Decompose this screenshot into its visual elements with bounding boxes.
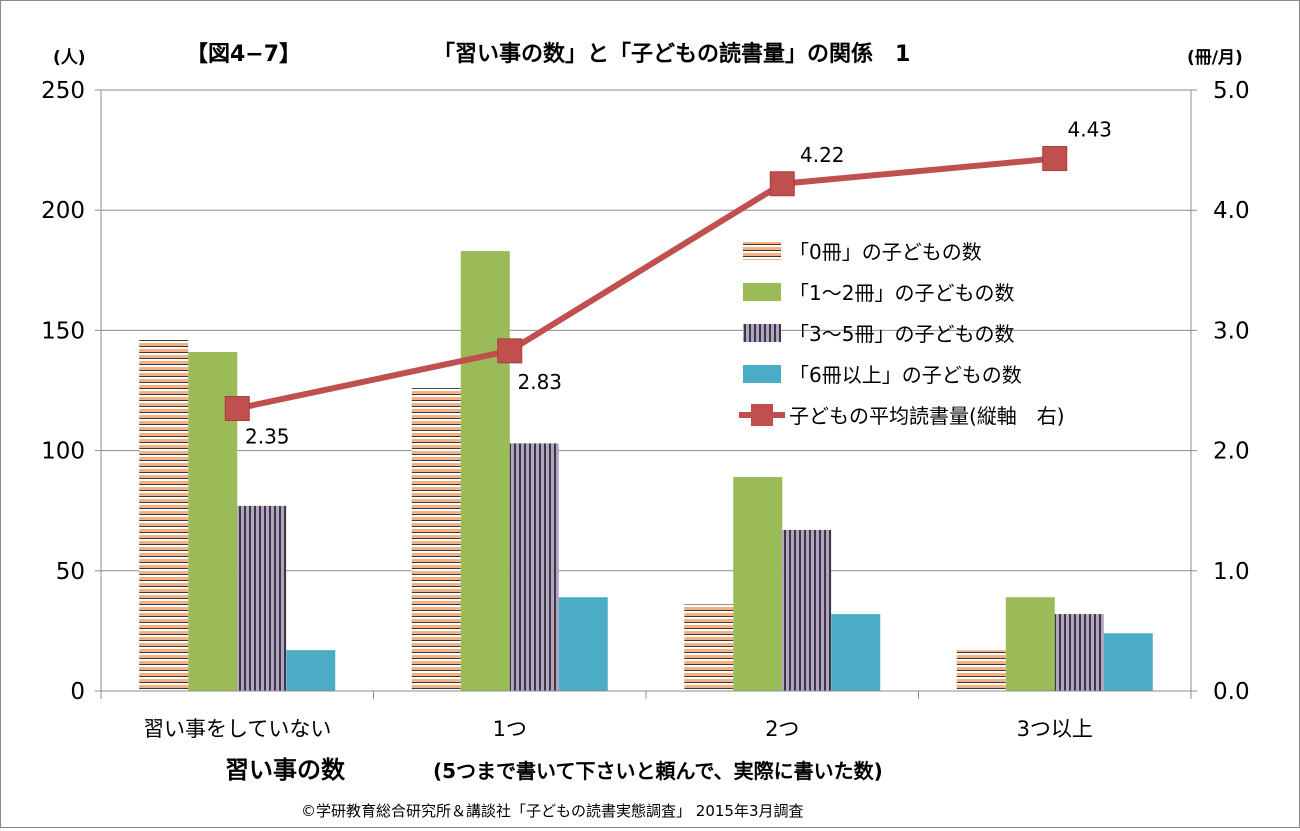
series-line — [236, 155, 1056, 412]
line-point — [769, 171, 795, 197]
line-point — [497, 338, 523, 364]
legend-swatch — [743, 365, 781, 383]
bar — [411, 388, 461, 691]
y-left-tick-label: 150 — [41, 318, 85, 344]
legend-swatch — [743, 324, 781, 342]
bar — [1005, 597, 1055, 691]
y-left-unit: (人) — [53, 48, 86, 68]
y-right-tick-label: 4.0 — [1213, 198, 1250, 224]
legend-swatch — [743, 242, 781, 260]
line-point — [1042, 146, 1068, 172]
figure-label: 【図4−7】 — [186, 42, 301, 67]
chart-title: 「習い事の数」と「子どもの読書量」の関係 1 — [433, 41, 910, 67]
x-axis-note: (5つまで書いて下さいと頼んで、実際に書いた数) — [433, 759, 883, 783]
legend-swatch — [743, 283, 781, 301]
legend-marker — [751, 404, 773, 426]
bar — [558, 597, 608, 691]
y-right-tick-label: 3.0 — [1213, 318, 1250, 344]
bar — [956, 650, 1006, 691]
legend-label: 「6冊以上」の子どもの数 — [789, 363, 1022, 387]
y-right-tick-label: 1.0 — [1213, 559, 1250, 585]
bar — [460, 251, 510, 691]
line-series-group: 2.35 2.83 4.22 4.43 — [224, 118, 1112, 449]
bar — [684, 604, 734, 691]
legend-label: 「0冊」の子どもの数 — [789, 240, 982, 264]
legend-label: 「1〜2冊」の子どもの数 — [789, 281, 1014, 305]
legend-label: 子どもの平均読書量(縦軸 右) — [789, 404, 1065, 428]
y-right-tick-label: 2.0 — [1213, 439, 1250, 465]
bar — [509, 443, 559, 691]
y-right-tick-label: 0.0 — [1213, 679, 1250, 705]
x-tick-label: 2つ — [765, 717, 799, 741]
bar — [782, 529, 832, 691]
bar — [286, 650, 336, 691]
bar — [1054, 614, 1104, 691]
y-left-tick-label: 50 — [56, 559, 85, 585]
legend-label: 「3〜5冊」の子どもの数 — [789, 322, 1014, 346]
data-label: 2.83 — [517, 370, 562, 394]
bar — [733, 477, 783, 691]
y-right-tick-label: 5.0 — [1213, 78, 1250, 104]
data-label: 4.43 — [1067, 118, 1112, 142]
x-tick-label: 1つ — [493, 717, 527, 741]
line-point — [224, 396, 250, 422]
gridlines — [101, 89, 1191, 572]
bar — [1103, 633, 1153, 691]
x-tick-label: 3つ以上 — [1017, 717, 1093, 741]
bar — [139, 340, 189, 691]
y-left-tick-label: 100 — [41, 439, 85, 465]
bars-group — [139, 251, 1153, 691]
data-label: 2.35 — [245, 425, 290, 449]
axes-group: 0 0.0 50 1.0 100 2.0 150 3.0 200 4.0 250 5.0 習い事をしてい… — [41, 78, 1249, 741]
y-left-tick-label: 250 — [41, 78, 85, 104]
legend: 「0冊」の子どもの数「1〜2冊」の子どもの数「3〜5冊」の子どもの数「6冊以上」… — [739, 240, 1065, 428]
y-right-unit: (冊/月) — [1187, 48, 1243, 68]
bar — [831, 614, 881, 691]
bar — [237, 505, 287, 691]
x-axis-label: 習い事の数 — [225, 756, 346, 784]
y-left-tick-label: 200 — [41, 198, 85, 224]
data-label: 4.22 — [800, 143, 845, 167]
y-left-tick-label: 0 — [70, 679, 85, 705]
x-tick-label: 習い事をしていない — [143, 717, 331, 741]
source-note: ©学研教育総合研究所＆講談社「子どもの読書実態調査」 2015年3月調査 — [301, 802, 804, 820]
